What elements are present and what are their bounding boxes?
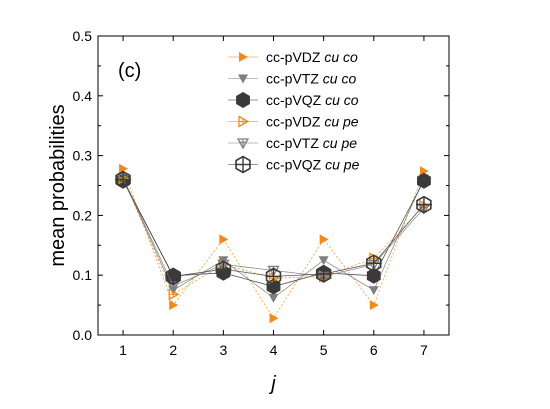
series-group	[115, 163, 432, 324]
legend-label: cc-pVQZ cu pe	[266, 157, 360, 173]
data-point-marker	[239, 52, 248, 62]
legend-label: cc-pVDZ cu co	[266, 49, 358, 65]
x-tick-label: 4	[270, 342, 278, 358]
legend-label-main: cc-pVQZ	[266, 92, 325, 108]
legend-label-italic: cu co	[325, 92, 359, 108]
x-tick-label: 3	[219, 342, 227, 358]
x-tick-label: 1	[119, 342, 127, 358]
legend-label-italic: cu co	[324, 49, 358, 65]
data-point-marker	[318, 256, 329, 266]
legend-label-italic: cu pe	[324, 114, 358, 130]
y-tick-label: 0.4	[73, 88, 93, 104]
data-point-marker	[236, 92, 250, 108]
x-tick-label: 7	[420, 342, 428, 358]
legend-label-italic: cu pe	[323, 135, 357, 151]
series-line	[122, 179, 425, 277]
data-point-marker	[319, 234, 329, 245]
data-point-marker	[169, 300, 179, 311]
legend-entry-1: cc-pVDZ cu co	[228, 49, 358, 65]
y-tick-label: 0.1	[73, 267, 93, 283]
data-point-marker	[416, 195, 432, 214]
panel-label: (c)	[118, 60, 141, 82]
data-point-marker	[369, 300, 379, 311]
y-axis-label: mean probabilities	[47, 104, 69, 266]
legend-label-italic: cu co	[323, 71, 357, 87]
data-point-marker	[366, 267, 381, 284]
legend-entry-4: cc-pVDZ cu pe	[228, 114, 359, 130]
legend-label-main: cc-pVTZ	[266, 135, 323, 151]
x-tick-label: 5	[320, 342, 328, 358]
data-point-marker	[238, 74, 248, 84]
data-point-marker	[269, 313, 279, 324]
y-tick-label: 0.2	[73, 207, 93, 223]
legend-label-main: cc-pVTZ	[266, 71, 323, 87]
legend-label-main: cc-pVQZ	[266, 157, 325, 173]
series-1	[119, 163, 429, 324]
legend-label: cc-pVTZ cu pe	[266, 135, 357, 151]
legend-entry-6: cc-pVQZ cu pe	[228, 155, 360, 174]
y-tick-label: 0.0	[73, 327, 93, 343]
legend-label: cc-pVTZ cu co	[266, 71, 356, 87]
legend-entry-3: cc-pVQZ cu co	[228, 92, 359, 108]
data-point-marker	[265, 267, 282, 286]
series-6	[115, 170, 432, 286]
axis-ticks: 1 2 3 4 5 6 7 0.0 0.1 0.2 0.3 0.4 0.5	[73, 28, 449, 358]
legend-label: cc-pVQZ cu co	[266, 92, 359, 108]
legend-entry-2: cc-pVTZ cu co	[228, 71, 356, 87]
legend-label-main: cc-pVDZ	[266, 49, 324, 65]
data-point-marker	[119, 163, 129, 174]
x-tick-label: 6	[370, 342, 378, 358]
legend-label: cc-pVDZ cu pe	[266, 114, 359, 130]
legend-label-main: cc-pVDZ	[266, 114, 324, 130]
data-point-marker	[165, 267, 181, 286]
data-point-marker	[368, 286, 379, 296]
legend-label-italic: cu pe	[325, 157, 359, 173]
data-point-marker	[417, 172, 431, 189]
x-axis-label: j	[268, 373, 276, 395]
data-point-marker	[268, 293, 279, 303]
data-point-marker	[219, 234, 229, 245]
legend-entry-5: cc-pVTZ cu pe	[228, 135, 357, 151]
y-tick-label: 0.3	[73, 148, 93, 164]
y-tick-label: 0.5	[73, 28, 93, 44]
data-point-marker	[419, 166, 429, 177]
x-tick-label: 2	[169, 342, 177, 358]
